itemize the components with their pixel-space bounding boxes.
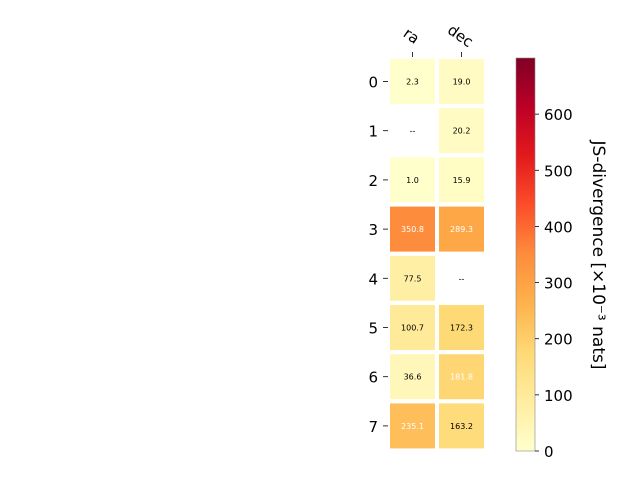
row-tick-label: 3	[368, 221, 378, 239]
cell-value-label: 289.3	[450, 225, 473, 234]
cell-value-label: 181.8	[450, 373, 473, 382]
colorbar-tick-label: 500	[544, 162, 573, 180]
cell-value-label: 2.3	[406, 78, 419, 87]
heatmap-cell-6-dec	[439, 354, 484, 400]
row-tick-label: 5	[368, 320, 378, 338]
heatmap-cell-7-ra	[390, 403, 435, 449]
heatmap-cell-6-ra	[390, 354, 435, 400]
column-tick-label: dec	[444, 21, 476, 51]
cell-value-label: 20.2	[453, 127, 471, 136]
colorbar-tick-label: 400	[544, 218, 573, 236]
heatmap-cell-1-dec	[439, 108, 484, 154]
cell-value-label: 36.6	[404, 373, 422, 382]
heatmap-cell-3-ra	[390, 206, 435, 252]
colorbar-tick-label: 300	[544, 275, 573, 293]
colorbar-ticks: 0 100 200 300 400 500 600	[535, 106, 573, 461]
heatmap-cell-5-ra	[390, 305, 435, 350]
colorbar-tick-label: 100	[544, 387, 573, 405]
heatmap-cell-2-ra	[390, 157, 435, 203]
row-tick-label: 6	[368, 369, 378, 387]
row-tick-label: 2	[368, 172, 378, 190]
cell-value-label: 172.3	[450, 324, 473, 333]
cell-value-label: 15.9	[453, 176, 471, 185]
heatmap-cells: 2.3 19.0 -- 20.2 1.0 15.9 350.8 289.3 77.5 -- 100.…	[390, 59, 484, 449]
row-tick-label: 4	[368, 270, 378, 288]
heatmap-cell-0-dec	[439, 59, 484, 104]
row-tick-label: 7	[368, 418, 378, 436]
cell-value-label: 1.0	[406, 176, 419, 185]
cell-value-label: 19.0	[453, 78, 471, 87]
row-tick-labels: 0 1 2 3 4 5 6 7	[368, 74, 388, 436]
cell-value-label: 100.7	[401, 324, 424, 333]
colorbar-gradient	[515, 57, 536, 452]
heatmap-cell-0-ra	[390, 59, 435, 104]
cell-value-label: 77.5	[404, 274, 422, 283]
heatmap-cell-2-dec	[439, 157, 484, 203]
row-tick-label: 0	[368, 74, 378, 92]
row-tick-label: 1	[368, 123, 378, 141]
cell-value-label: --	[410, 127, 416, 136]
colorbar-label: JS-divergence [×10⁻³ nats]	[588, 140, 608, 370]
heatmap-cell-4-ra	[390, 255, 435, 301]
colorbar-tick-label: 200	[544, 331, 573, 349]
cell-value-label: 235.1	[401, 422, 424, 431]
cell-value-label: --	[459, 274, 465, 283]
colorbar-tick-label: 0	[544, 443, 554, 461]
heatmap-cell-3-dec	[439, 206, 484, 252]
column-tick-labels: ra dec	[400, 21, 477, 57]
cell-value-label: 350.8	[401, 225, 424, 234]
heatmap-cell-5-dec	[439, 305, 484, 350]
cell-value-label: 163.2	[450, 422, 473, 431]
column-tick-label: ra	[400, 24, 423, 48]
heatmap-cell-7-dec	[439, 403, 484, 449]
colorbar	[515, 57, 536, 452]
colorbar-tick-label: 600	[544, 106, 573, 124]
